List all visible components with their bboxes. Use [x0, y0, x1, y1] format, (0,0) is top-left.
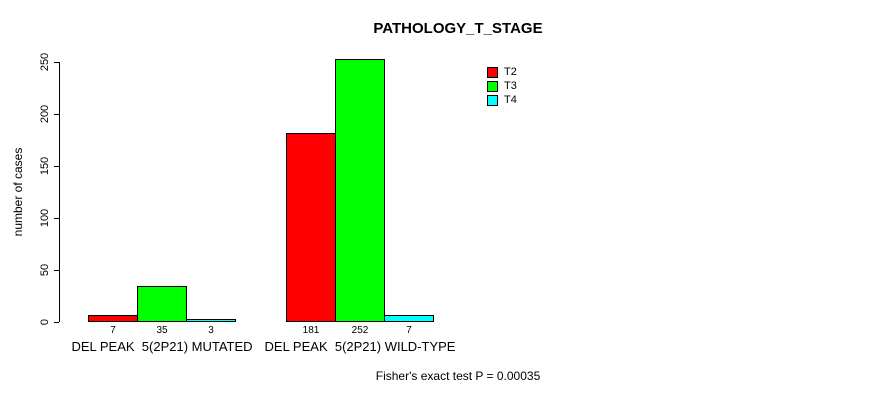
bar-value-label: 35 — [156, 325, 168, 336]
bar-value-label: 3 — [208, 325, 214, 336]
y-axis-tick-label: 200 — [39, 104, 51, 124]
footer-note: Fisher's exact test P = 0.00035 — [375, 369, 541, 383]
legend-row-t3: T3 — [487, 80, 517, 93]
bar-value-label: 7 — [110, 325, 116, 336]
y-axis-tick — [54, 166, 59, 167]
chart-title: PATHOLOGY_T_STAGE — [373, 20, 543, 37]
bar-t2-group2 — [286, 133, 336, 322]
legend-label-t3: T3 — [504, 80, 517, 92]
y-axis-tick — [54, 62, 59, 63]
bar-value-label: 7 — [406, 325, 412, 336]
y-axis-tick-label: 250 — [39, 52, 51, 72]
legend-row-t4: T4 — [487, 94, 517, 107]
y-axis-tick — [54, 114, 59, 115]
legend-swatch-t2 — [487, 67, 498, 78]
y-axis-tick — [54, 322, 59, 323]
x-category-label: DEL PEAK 5(2P21) MUTATED — [71, 339, 253, 354]
bar-value-label: 181 — [302, 325, 320, 336]
legend-label-t2: T2 — [504, 66, 517, 78]
x-category-label: DEL PEAK 5(2P21) WILD-TYPE — [264, 339, 456, 354]
y-axis-tick-label: 100 — [39, 208, 51, 228]
bar-t4-group1 — [186, 319, 236, 322]
bar-t3-group1 — [137, 286, 187, 322]
bar-value-label: 252 — [351, 325, 369, 336]
bar-t2-group1 — [88, 315, 138, 322]
legend-row-t2: T2 — [487, 66, 517, 79]
bar-t3-group2 — [335, 59, 385, 322]
y-axis-tick-label: 0 — [39, 318, 51, 326]
bar-t4-group2 — [384, 315, 434, 322]
y-axis-tick — [54, 218, 59, 219]
legend-swatch-t4 — [487, 95, 498, 106]
legend-label-t4: T4 — [504, 94, 517, 106]
y-axis-tick-label: 50 — [39, 263, 51, 277]
legend: T2 T3 T4 — [487, 66, 517, 108]
y-axis-tick-label: 150 — [39, 156, 51, 176]
y-axis-line — [59, 62, 60, 322]
legend-swatch-t3 — [487, 81, 498, 92]
y-axis-title: number of cases — [11, 147, 25, 237]
y-axis-tick — [54, 270, 59, 271]
